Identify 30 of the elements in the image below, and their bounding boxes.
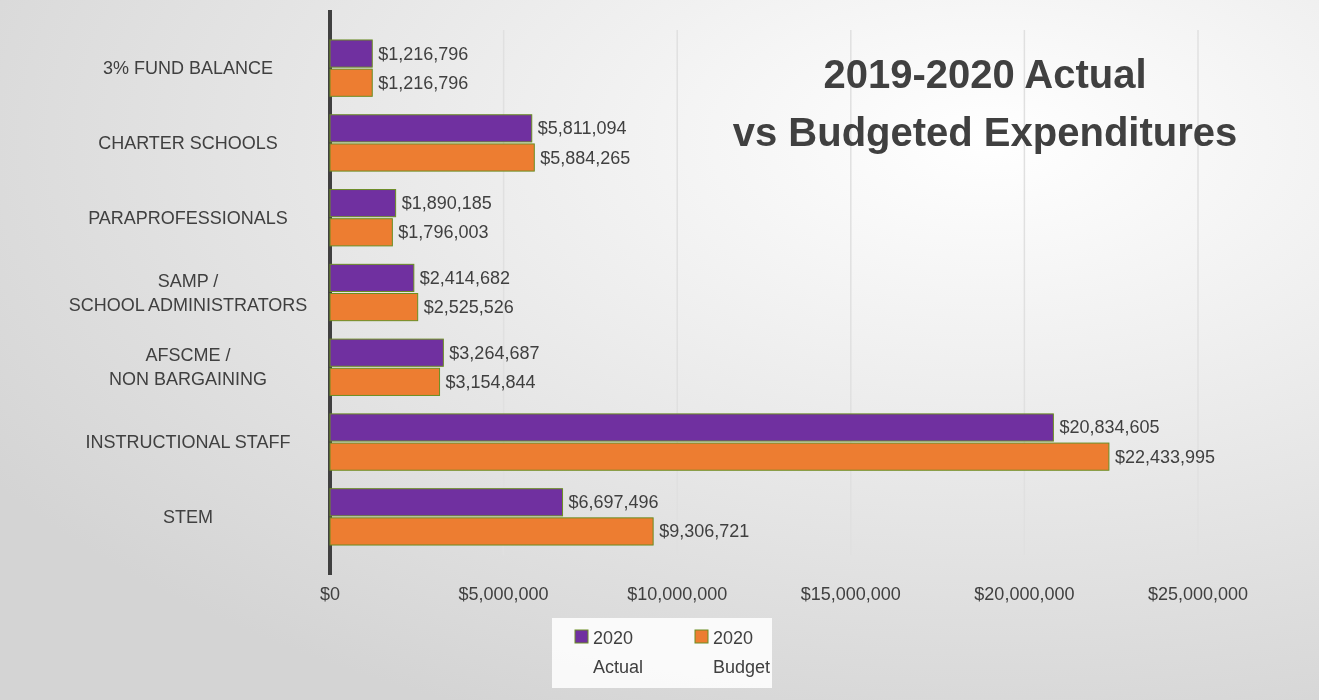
data-label: $1,796,003	[398, 222, 489, 243]
x-tick-label: $5,000,000	[458, 584, 549, 604]
data-label: $5,884,265	[540, 147, 631, 168]
data-label: $6,697,496	[568, 492, 659, 513]
data-label: $3,154,844	[445, 371, 536, 392]
data-label: $5,811,094	[537, 118, 627, 139]
data-label: $22,433,995	[1114, 446, 1216, 467]
data-label: $9,306,721	[659, 521, 750, 542]
x-tick-label: $20,000,000	[974, 584, 1075, 604]
data-label: $1,216,796	[378, 43, 469, 64]
data-label: $1,890,185	[401, 193, 492, 214]
x-tick-label: $0	[319, 584, 341, 604]
legend-label: 2020 Actual	[593, 628, 644, 677]
y-tick-label: SAMP / SCHOOL ADMINISTRATORS	[68, 270, 308, 315]
y-tick-label: 3% FUND BALANCE	[102, 58, 274, 79]
x-tick-label: $25,000,000	[1147, 584, 1249, 604]
legend-label: 2020 Budget	[713, 628, 771, 677]
data-label: $20,834,605	[1059, 417, 1160, 438]
data-label: $2,525,526	[423, 297, 514, 318]
data-label: $1,216,796	[378, 72, 469, 93]
y-tick-label: AFSCME / NON BARGAINING	[108, 345, 268, 390]
data-label: $2,414,682	[419, 267, 510, 288]
x-tick-label: $15,000,000	[800, 584, 901, 604]
y-tick-label: CHARTER SCHOOLS	[98, 132, 278, 153]
y-tick-label: STEM	[162, 506, 214, 527]
y-tick-label: INSTRUCTIONAL STAFF	[85, 432, 291, 453]
x-tick-label: $10,000,000	[627, 584, 728, 604]
y-tick-label: PARAPROFESSIONALS	[88, 207, 288, 228]
text: 2019-2020 Actual vs Budgeted Expenditures	[732, 52, 1238, 154]
data-label: $3,264,687	[449, 342, 540, 363]
